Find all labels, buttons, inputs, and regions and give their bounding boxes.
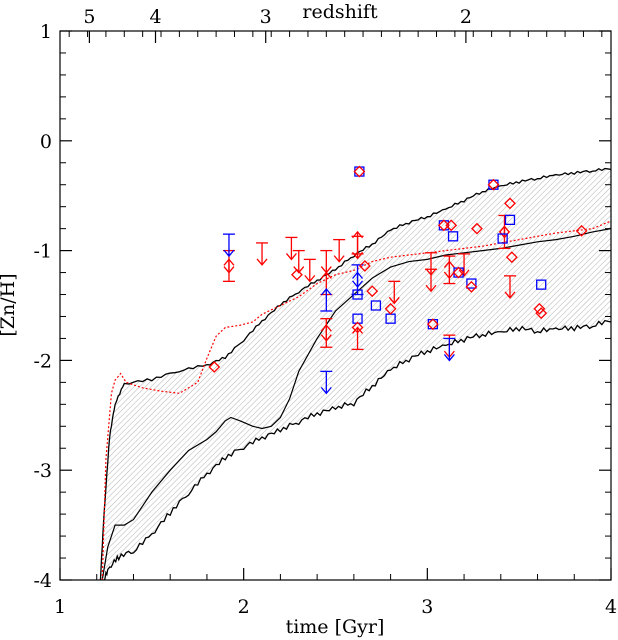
- red-diamond-point: [384, 302, 397, 315]
- red-diamond-point: [575, 224, 588, 237]
- blue-square-point: [466, 278, 477, 289]
- red-lower-limit: [498, 225, 511, 250]
- y-tick-label: -1: [33, 241, 52, 263]
- red-lower-limit: [320, 324, 333, 348]
- red-diamond-point: [505, 251, 518, 264]
- top-tick-label: 3: [260, 6, 272, 28]
- red-upper-limit: [425, 268, 438, 293]
- top-tick-label: 4: [149, 6, 161, 28]
- band-lower-line: [103, 319, 611, 580]
- blue-square-point: [370, 300, 382, 311]
- limit-head: [352, 230, 364, 239]
- top-axis-title: redshift: [302, 1, 378, 23]
- y-tick-label: -2: [33, 350, 52, 372]
- limit-head: [352, 326, 364, 334]
- red-upper-limit: [333, 238, 346, 263]
- red-lower-limit: [222, 258, 235, 282]
- red-diamond-point: [358, 260, 371, 272]
- red-upper-limit: [320, 249, 333, 274]
- red-diamond-point: [366, 285, 379, 298]
- top-tick-label: 5: [83, 6, 95, 28]
- limit-head: [504, 291, 516, 299]
- limit-head: [256, 258, 268, 266]
- blue-square-point: [447, 231, 459, 242]
- red-diamond-point: [353, 165, 366, 178]
- scatter-band: [99, 167, 611, 580]
- limit-head: [293, 266, 305, 274]
- red-upper-limit: [256, 242, 269, 266]
- x-tick-label: 4: [605, 596, 617, 618]
- red-diamond-point: [445, 219, 458, 232]
- y-tick-label: 1: [40, 21, 52, 43]
- blue-square-point: [497, 233, 508, 244]
- band-fill: [100, 168, 611, 580]
- band-upper-line: [99, 167, 611, 580]
- x-tick-label: 3: [421, 596, 433, 618]
- limit-head: [498, 225, 510, 233]
- red-lower-limit: [351, 326, 364, 351]
- limit-head: [458, 269, 470, 277]
- red-diamond-point: [465, 280, 478, 293]
- y-tick-label: 0: [40, 131, 52, 153]
- y-axis-title: [Zn/H]: [0, 273, 19, 336]
- limit-head: [320, 271, 332, 279]
- red-diamond-point: [351, 321, 364, 334]
- red-diamond-point: [291, 268, 303, 281]
- limit-head: [443, 260, 455, 268]
- red-upper-limit: [388, 280, 401, 305]
- red-lower-limit: [351, 230, 364, 255]
- red-diamond-point: [208, 361, 221, 373]
- limit-head: [352, 271, 364, 279]
- y-tick-label: -3: [33, 460, 52, 482]
- red-upper-limit: [285, 236, 298, 261]
- red-upper-limit: [303, 258, 316, 283]
- limit-head: [223, 249, 235, 258]
- red-diamond-point: [426, 318, 439, 331]
- limit-head: [320, 287, 332, 296]
- axis-ticks: 1 2 3 4 -4 -3 -2 -1 0 1 5 4 3 2: [33, 6, 617, 618]
- red-lower-limit: [443, 260, 456, 285]
- limit-head: [285, 253, 297, 261]
- limit-head: [320, 386, 332, 395]
- x-tick-label: 1: [54, 596, 66, 618]
- top-tick-label: 2: [460, 6, 472, 28]
- blue-upper-limit: [222, 233, 235, 258]
- red-diamond-point: [535, 307, 548, 320]
- limit-head: [425, 284, 437, 293]
- x-tick-label: 2: [238, 596, 250, 618]
- blue-lower-limit: [320, 287, 333, 312]
- x-axis-title: time [Gyr]: [286, 616, 385, 638]
- limit-head: [223, 258, 235, 266]
- red-upper-limit: [292, 249, 305, 274]
- limit-head: [388, 296, 400, 305]
- blue-square-point: [536, 279, 547, 290]
- limit-head: [443, 354, 455, 362]
- red-diamond-point: [533, 302, 546, 315]
- blue-square-point: [354, 166, 365, 177]
- blue-square-point: [504, 214, 516, 226]
- limit-head: [320, 324, 332, 332]
- red-diamond-point: [504, 197, 516, 210]
- data-markers: [208, 165, 588, 395]
- plot-frame: [59, 30, 612, 581]
- red-diamond-point: [471, 222, 483, 235]
- blue-square-point: [352, 289, 363, 300]
- blue-upper-limit: [443, 337, 456, 362]
- blue-upper-limit: [320, 370, 333, 395]
- red-diamond-point: [452, 266, 465, 279]
- red-upper-limit: [503, 275, 516, 299]
- limit-head: [333, 255, 345, 263]
- y-tick-label: -4: [33, 570, 52, 592]
- limit-head: [304, 274, 316, 283]
- red-diamond-point: [487, 178, 500, 191]
